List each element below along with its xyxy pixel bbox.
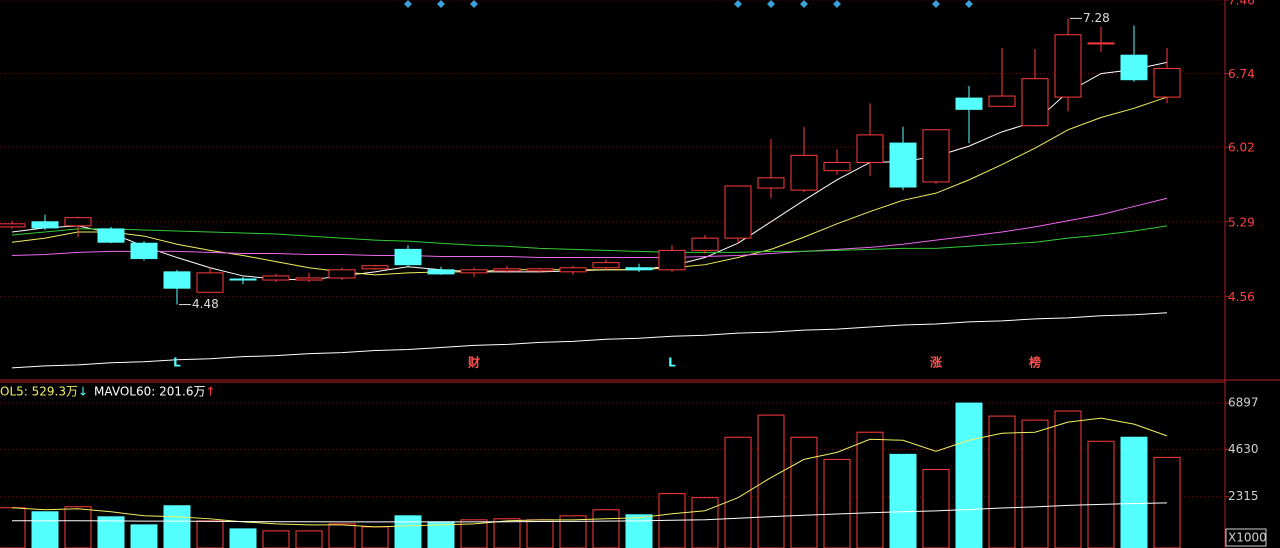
volume-bar — [757, 414, 785, 548]
volume-bar — [1087, 440, 1115, 548]
candle-body — [1087, 42, 1115, 45]
unit-box — [1225, 528, 1267, 547]
volume-bar — [1021, 419, 1049, 548]
candle-body — [163, 271, 191, 289]
unit-label: X1000 — [1228, 531, 1267, 545]
volume-bar — [922, 468, 950, 548]
y-tick-label: 2315 — [1228, 489, 1259, 503]
ma-line — [11, 225, 1168, 253]
candle-body — [955, 97, 983, 110]
volume-bar — [526, 519, 554, 548]
volume-bar — [559, 515, 587, 548]
candle-body — [790, 154, 818, 191]
candle-body — [229, 278, 257, 281]
candle-body — [295, 277, 323, 281]
candle-body — [592, 262, 620, 269]
y-tick-label: 4630 — [1228, 442, 1259, 456]
y-tick-label: 6897 — [1228, 396, 1259, 410]
candle-body — [361, 265, 389, 270]
volume-bar — [31, 511, 59, 548]
candle-body — [889, 142, 917, 188]
legend-entry: VOL5: 529.3万 — [0, 385, 78, 399]
volume-bar — [955, 402, 983, 548]
volume-bar — [229, 528, 257, 548]
volume-bar — [988, 415, 1016, 548]
volume-bar — [0, 507, 26, 548]
candle-body — [493, 268, 521, 272]
y-tick-label: 6.02 — [1228, 141, 1255, 155]
volume-bar — [196, 520, 224, 548]
candle-body — [64, 217, 92, 227]
volume-bar — [163, 505, 191, 548]
candle-body — [1021, 78, 1049, 127]
volume-bar — [394, 515, 422, 548]
volume-bar — [97, 516, 125, 548]
candle-body — [1054, 34, 1082, 98]
y-tick-label: 6.74 — [1228, 67, 1255, 81]
event-marker: L — [173, 356, 181, 370]
candle-body — [757, 177, 785, 189]
candle-body — [922, 129, 950, 183]
low-label: 4.48 — [192, 297, 219, 311]
volume-bar — [1120, 436, 1148, 548]
candle-body — [97, 228, 125, 243]
candle-body — [526, 268, 554, 272]
volume-bar — [625, 514, 653, 548]
candle-body — [0, 223, 26, 228]
candle-body — [196, 272, 224, 293]
candle-body — [559, 267, 587, 273]
volume-bar — [64, 506, 92, 548]
legend-arrow: ↓ — [78, 385, 88, 399]
volume-bar — [427, 521, 455, 548]
volume-ma-line — [11, 417, 1168, 528]
event-icons — [404, 0, 973, 8]
candle-body — [328, 269, 356, 279]
ma-line — [11, 197, 1168, 259]
candle-body — [460, 269, 488, 274]
legend-entry: MAVOL60: 201.6万 — [94, 385, 205, 399]
ma-line — [11, 61, 1168, 281]
candle-body — [724, 185, 752, 239]
volume-bar — [790, 436, 818, 548]
legend-arrow: ↑ — [205, 385, 215, 399]
volume-bar — [328, 523, 356, 548]
high-label: 7.28 — [1083, 11, 1110, 25]
candle-body — [625, 267, 653, 271]
candle-body — [262, 275, 290, 281]
ma-line — [11, 96, 1168, 276]
ma-line — [11, 312, 1168, 369]
volume-bar — [1054, 410, 1082, 548]
y-tick-label: 4.56 — [1228, 290, 1255, 304]
candle-body — [130, 242, 158, 260]
candle-body — [31, 221, 59, 229]
event-marker: L — [668, 356, 676, 370]
volume-bar — [592, 509, 620, 548]
volume-bar — [295, 530, 323, 548]
candle-body — [658, 249, 686, 271]
volume-ma-line — [12, 502, 1168, 523]
volume-bar — [361, 526, 389, 548]
volume-bar — [823, 458, 851, 548]
y-tick-label: 7.46 — [1228, 0, 1255, 8]
volume-bar — [262, 530, 290, 548]
volume-bar — [691, 497, 719, 548]
volume-bar — [856, 431, 884, 548]
volume-bar — [130, 524, 158, 548]
candle-body — [856, 134, 884, 163]
event-marker: 财 — [467, 355, 480, 370]
event-marker: 涨 — [930, 355, 942, 370]
event-marker: 榜 — [1029, 355, 1041, 370]
candle-body — [1153, 67, 1181, 98]
candle-body — [691, 237, 719, 251]
volume-bar — [889, 453, 917, 548]
candle-body — [394, 248, 422, 266]
volume-bar — [493, 518, 521, 548]
y-tick-label: 5.29 — [1228, 215, 1255, 229]
candle-body — [1120, 54, 1148, 81]
candle-body — [823, 161, 851, 172]
candle-body — [427, 269, 455, 275]
candle-body — [988, 95, 1016, 107]
